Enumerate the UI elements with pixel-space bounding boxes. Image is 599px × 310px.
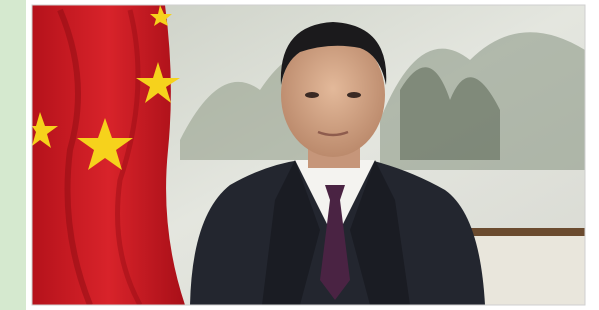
eye: [305, 92, 319, 98]
side-strip: [0, 0, 26, 310]
page: [0, 0, 599, 310]
photo: [32, 5, 585, 306]
eye: [347, 92, 361, 98]
photo-frame: [0, 0, 599, 310]
frame-edge: [470, 228, 585, 236]
wall: [470, 236, 585, 306]
